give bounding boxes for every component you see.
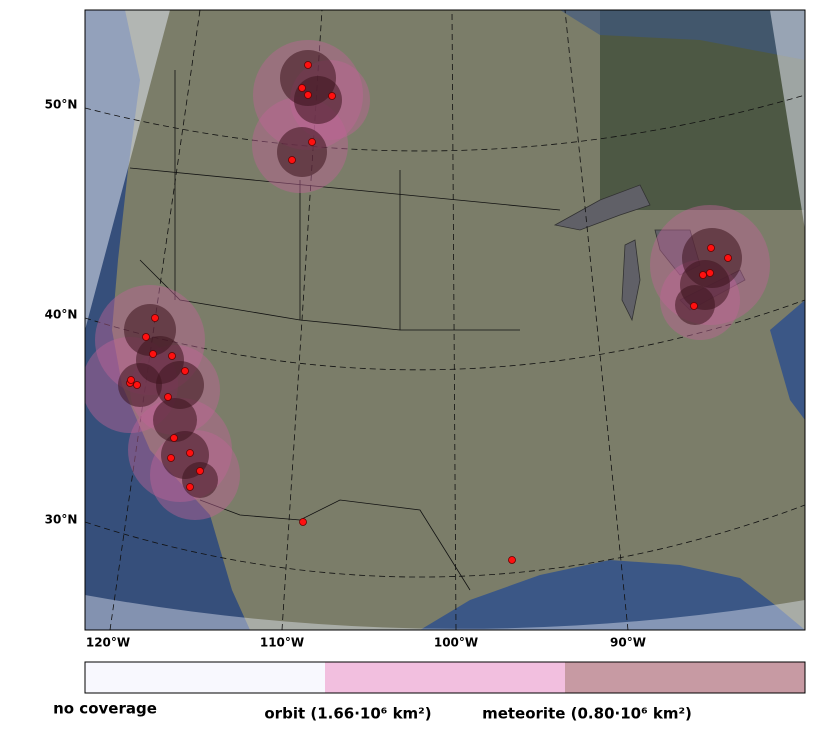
parallel	[85, 504, 805, 578]
parallel	[85, 94, 805, 152]
legend-label: orbit (1.66·10⁶ km²)	[264, 705, 431, 723]
borders	[129, 70, 561, 331]
lon-label: 90°W	[610, 636, 646, 650]
legend-swatch	[565, 662, 805, 693]
lake-michigan	[621, 239, 641, 322]
lake-superior	[553, 184, 651, 231]
out-of-projection	[85, 595, 805, 630]
hudson-bay	[560, 10, 805, 60]
legend-swatch	[325, 662, 565, 693]
meridian	[564, 10, 629, 630]
atlantic-ocean	[770, 300, 805, 420]
parallel	[85, 299, 805, 371]
meridian	[451, 10, 457, 630]
legend-bar	[84, 661, 806, 694]
lat-label: 50°N	[45, 98, 78, 112]
out-of-projection	[85, 10, 170, 330]
lat-label: 40°N	[45, 308, 78, 322]
lon-label: 120°W	[86, 636, 130, 650]
legend-label: meteorite (0.80·10⁶ km²)	[482, 705, 692, 723]
legend-label: no coverage	[53, 700, 157, 718]
gulf-of-mexico	[420, 560, 805, 630]
meridian	[281, 10, 323, 630]
lon-label: 100°W	[434, 636, 478, 650]
out-of-projection	[770, 10, 805, 230]
map-frame	[84, 9, 806, 631]
legend-frame	[84, 661, 806, 694]
borders	[199, 499, 471, 591]
lat-label: 30°N	[45, 513, 78, 527]
legend-swatch	[85, 662, 325, 693]
map	[85, 10, 805, 630]
lon-label: 110°W	[260, 636, 304, 650]
stations	[126, 61, 732, 564]
